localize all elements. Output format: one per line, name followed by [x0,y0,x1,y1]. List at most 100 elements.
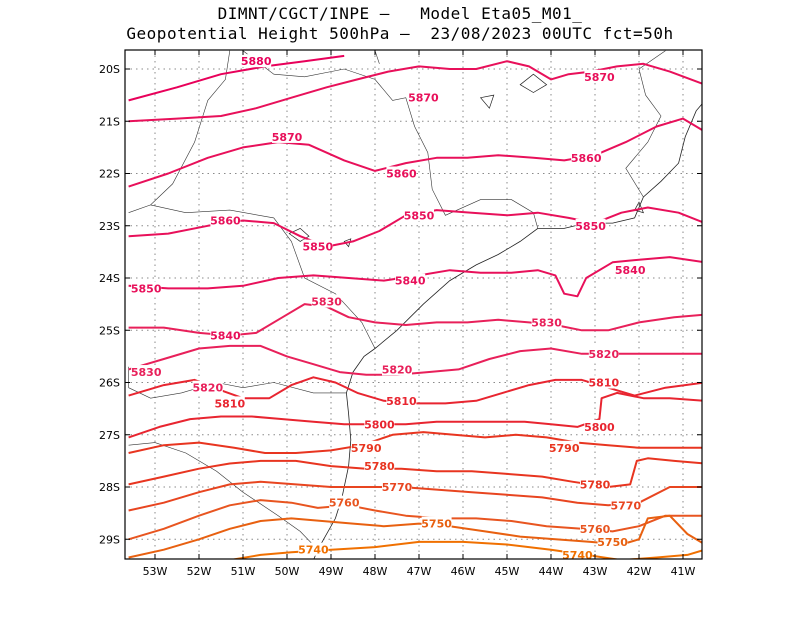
contour-label-bg [395,273,426,287]
contour-label-5840: 5840 [615,264,646,277]
map-title-line-1: DIMNT/CGCT/INPE – Model Eta05_M01_ [217,4,583,23]
contour-label-bg [302,239,333,253]
contour-label-5870: 5870 [408,92,439,105]
contour-label-bg [298,542,329,556]
lon-tick-label: 50W [275,565,300,578]
contour-label-5770: 5770 [610,499,641,512]
contour-5740 [230,540,702,559]
contour-label-bg [575,218,606,232]
contour-label-5830: 5830 [311,296,342,309]
lat-tick-label: 24S [99,272,120,285]
coastal-feature [634,201,645,214]
contour-label-5850: 5850 [131,282,162,295]
contour-label-5850: 5850 [302,241,333,254]
lat-tick-label: 28S [99,481,120,494]
contour-label-5750: 5750 [597,536,628,549]
contour-label-bg [382,480,412,493]
contour-5790 [128,431,702,454]
lon-tick-label: 51W [231,565,256,578]
contour-lines [128,54,702,559]
contour-label-bg [571,150,602,164]
lon-tick-label: 48W [363,565,388,578]
map-frame [124,49,703,560]
contour-label-bg [192,380,223,394]
contour-label-bg [241,54,272,68]
lat-tick-label: 29S [99,533,120,546]
coastal-feature [479,94,495,109]
state-border [150,204,376,349]
contour-5760 [128,499,702,541]
contour-label-5790: 5790 [549,442,580,455]
contour-label-bg [210,328,241,342]
contour-label-bg [580,521,610,535]
contour-label-5810: 5810 [386,395,417,408]
lat-tick-label: 25S [99,324,120,337]
contour-label-5840: 5840 [210,329,241,342]
contour-label-bg [584,419,615,433]
lon-tick-label: 49W [319,565,344,578]
lon-tick-label: 53W [143,565,168,578]
contour-label-bg [562,547,593,561]
contour-label-5770: 5770 [382,481,413,494]
contour-label-5870: 5870 [584,71,615,84]
contour-label-bg [131,365,162,379]
contour-label-bg [329,495,360,509]
contour-label-5880: 5880 [241,55,272,68]
contour-label-5820: 5820 [382,363,413,376]
contour-label-5840: 5840 [395,275,426,288]
contour-label-5760: 5760 [580,523,611,536]
contour-label-5780: 5780 [364,460,395,473]
contour-5880 [128,54,345,102]
contour-5780 [128,457,702,488]
contour-label-bg [584,69,615,83]
contour-label-bg [610,498,641,512]
contour-label-bg [214,396,245,410]
lat-tick-label: 21S [99,115,120,128]
contour-label-5810: 5810 [214,397,245,410]
contour-5870 [128,60,702,123]
contour-label-bg [351,440,382,454]
coastal-feature [519,73,548,93]
contour-5860 [128,117,702,188]
contour-label-5740: 5740 [298,544,329,557]
lon-tick-label: 45W [495,565,520,578]
contour-label-5780: 5780 [580,478,611,491]
contour-label-5790: 5790 [351,442,382,455]
state-border [128,50,231,213]
contour-label-bg [386,166,417,180]
contour-label-5820: 5820 [588,348,619,361]
contour-label-bg [364,417,395,431]
geography-lines [128,50,702,559]
contour-label-bg [549,440,580,454]
contour-label-bg [210,213,241,227]
contour-5840 [128,256,702,298]
contour-label-bg [580,477,610,491]
axis-ticks: 53W 52W 51W 50W 49W 48W 47W 46W 45W 44W 43W 42W 41W 2… [99,50,702,578]
contour-label-5820: 5820 [192,382,223,395]
lon-tick-label: 47W [407,565,432,578]
contour-5800 [128,391,702,439]
contour-label-bg [311,294,342,308]
contour-label-5860: 5860 [210,215,241,228]
contour-label-bg [364,459,395,473]
lat-tick-label: 26S [99,377,120,390]
contour-label-5860: 5860 [386,168,417,181]
contour-label-bg [131,281,162,295]
contour-label-bg [588,375,619,389]
contour-label-bg [588,346,619,360]
lat-tick-label: 20S [99,63,120,76]
contour-label-bg [531,315,562,329]
contour-label-5860: 5860 [571,152,602,165]
map-gridlines [125,50,702,559]
contour-label-bg [615,263,646,277]
lon-tick-label: 44W [539,565,564,578]
contour-label-bg [386,393,417,407]
contour-label-5850: 5850 [404,209,435,222]
lat-tick-label: 23S [99,220,120,233]
contour-label-5870: 5870 [272,131,303,144]
lon-tick-label: 52W [187,565,212,578]
lon-tick-label: 41W [671,565,696,578]
contour-label-5750: 5750 [421,518,452,531]
state-border [128,382,347,399]
lat-tick-label: 27S [99,429,120,442]
